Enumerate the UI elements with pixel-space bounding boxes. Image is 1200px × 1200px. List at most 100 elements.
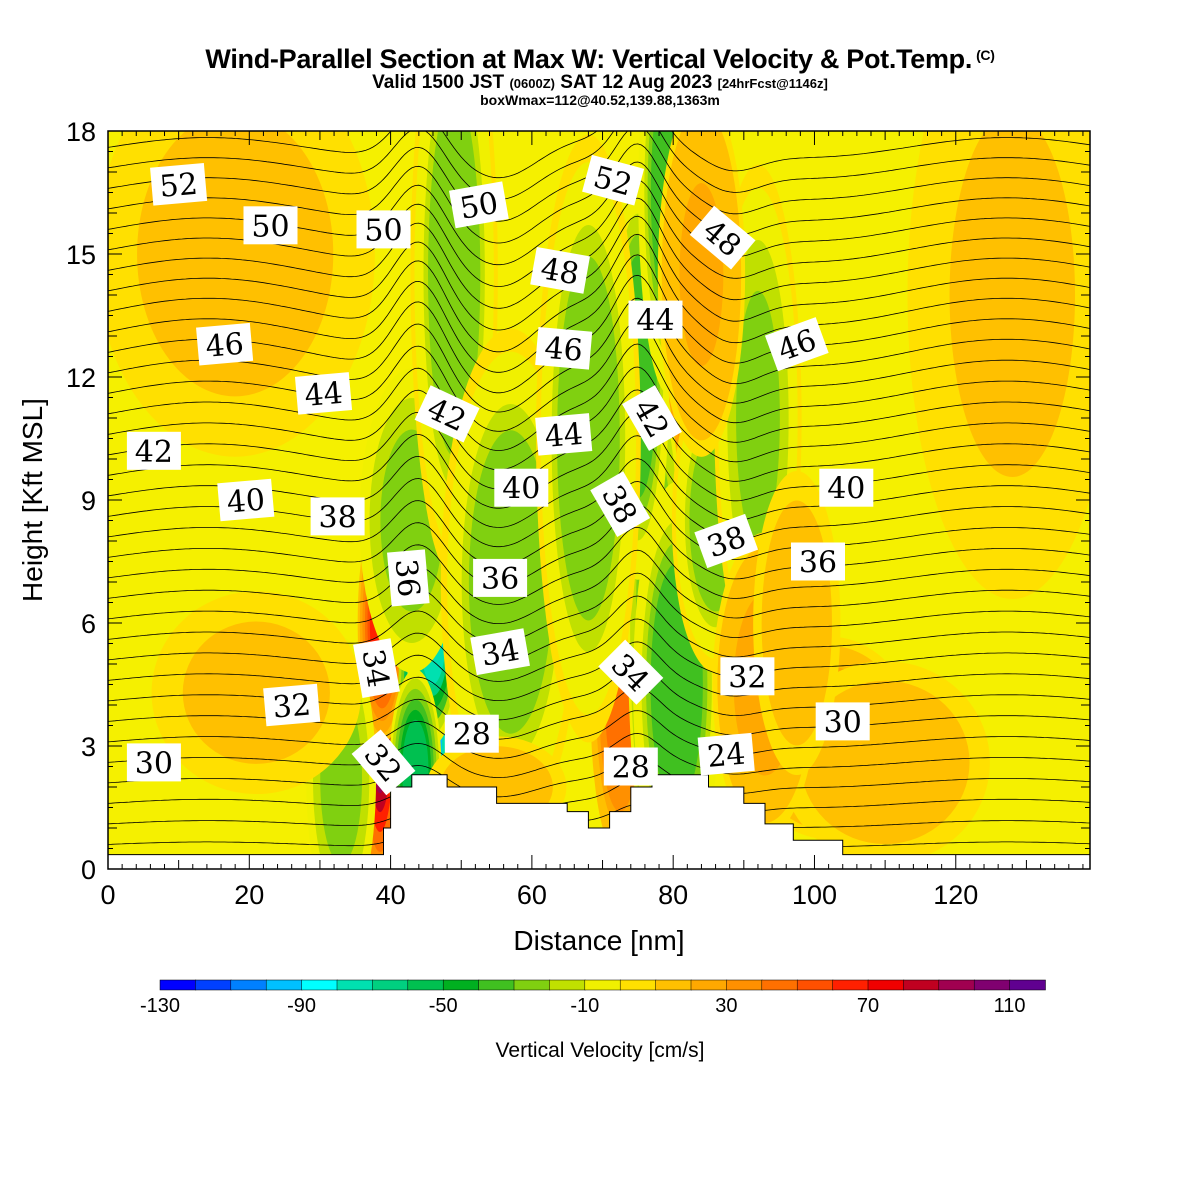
isentrope-label-text: 44 [543, 417, 584, 455]
isentrope-line [108, 297, 1090, 413]
isentrope-label-text: 30 [135, 746, 173, 781]
isentrope-label-box [310, 497, 365, 536]
isentrope-label-box [356, 210, 411, 249]
isentrope-label-box [689, 205, 756, 270]
isentrope-label-box [217, 478, 275, 522]
isentrope-label-box [387, 549, 430, 607]
isentrope-line [108, 215, 1090, 331]
colorbar-swatch [230, 979, 267, 991]
isentrope-line [108, 755, 1090, 798]
isentrope-line [108, 733, 1090, 778]
x-tick-label: 20 [234, 880, 264, 910]
colorbar-swatch [832, 979, 869, 991]
colorbar-tick-label: -90 [287, 995, 316, 1017]
isentrope-label: 24 [697, 732, 755, 776]
isentrope-label: 44 [294, 372, 353, 415]
isentrope-label: 52 [582, 154, 645, 206]
colorbar-swatch [1009, 979, 1046, 991]
colorbar-tick-label: -130 [140, 995, 180, 1017]
colorbar-tick-label: 110 [994, 995, 1026, 1017]
isentrope-label: 36 [473, 558, 528, 597]
colorbar-swatch [938, 979, 975, 991]
isentrope-label: 28 [444, 714, 499, 753]
isentrope-label-text: 52 [158, 167, 199, 205]
isentrope-label-box [530, 247, 590, 294]
isentrope-line [108, 481, 1090, 567]
isentrope-label-text: 46 [204, 327, 245, 365]
isentrope-line [108, 778, 1090, 817]
isentrope-label-box [414, 385, 480, 443]
x-tick-label: 120 [933, 880, 978, 910]
colorbar-swatch [478, 979, 515, 991]
colorbar-swatch [690, 979, 728, 991]
isentrope-line [108, 274, 1090, 394]
y-tick-label: 6 [81, 609, 96, 639]
isentrope-label-box [694, 513, 759, 569]
isentrope-label-box [815, 702, 870, 741]
isentrope-label-box [470, 628, 530, 676]
isentrope-label-text: 44 [303, 376, 344, 414]
colorbar-swatch [973, 979, 1011, 991]
isentrope-label-box [622, 385, 682, 451]
isentrope-label: 34 [353, 638, 400, 698]
isentrope-label-text: 48 [538, 251, 582, 292]
isentrope-line [108, 412, 1090, 509]
isentrope-label-box [603, 747, 658, 786]
y-tick-label: 3 [81, 732, 96, 762]
isentrope-label-text: 24 [706, 737, 747, 775]
isentrope-label-text: 38 [319, 500, 357, 535]
colorbar-tick-label: 70 [857, 995, 879, 1017]
velocity-cell [657, 131, 746, 457]
valid-date: SAT 12 Aug 2023 [560, 72, 713, 93]
isentrope-line [108, 254, 1090, 373]
isentrope-label: 30 [815, 702, 870, 741]
isentrope-label-box [243, 206, 298, 245]
isentrope-label: 48 [530, 247, 590, 294]
colorbar-swatch [159, 979, 197, 991]
x-tick-label: 40 [376, 880, 406, 910]
x-tick-label: 60 [517, 880, 547, 910]
isentrope-label: 40 [494, 468, 549, 507]
y-tick-label: 9 [81, 486, 96, 516]
isentrope-line [108, 710, 1090, 759]
colorbar-swatch [584, 979, 621, 991]
isentrope-label-box [126, 431, 181, 470]
isentrope-line [108, 131, 1090, 200]
isentrope-label: 40 [819, 468, 874, 507]
isentrope-label-box [126, 743, 181, 782]
y-tick-label: 15 [66, 240, 96, 270]
isentrope-line [108, 366, 1090, 471]
utc-time: (0600Z) [509, 76, 555, 91]
x-axis-label: Distance [nm] [513, 925, 684, 956]
y-tick-label: 0 [81, 855, 96, 885]
isentrope-label: 44 [628, 300, 683, 339]
velocity-shade [774, 546, 819, 700]
chart-title-text: Wind-Parallel Section at Max W: Vertical… [205, 44, 973, 74]
isentrope-label-box [449, 181, 509, 229]
colorbar-swatch [265, 979, 303, 991]
isentrope-label: 46 [764, 317, 829, 372]
isentrope-label: 52 [150, 163, 208, 206]
isentrope-label-text: 40 [827, 472, 865, 507]
valid-time: Valid 1500 JST [372, 72, 505, 93]
isentrope-line [108, 131, 1090, 179]
x-tick-label: 80 [658, 880, 688, 910]
isentrope-label-text: 32 [728, 660, 766, 695]
isentrope-line [108, 641, 1090, 701]
colorbar-swatch [301, 979, 338, 991]
colorbar-tick-label: -50 [429, 995, 458, 1017]
x-tick-label: 0 [100, 880, 115, 910]
isentrope-label-box [720, 657, 775, 696]
isentrope-label: 46 [196, 322, 254, 366]
colorbar-swatch [619, 979, 657, 991]
isentrope-label-text: 28 [612, 751, 650, 786]
isentrope-label: 50 [243, 206, 298, 245]
isentrope-line [108, 320, 1090, 432]
chart-subtitle: Valid 1500 JST (0600Z) SAT 12 Aug 2023 [… [0, 72, 1200, 94]
isentrope-label-box [764, 317, 829, 372]
y-tick-label: 18 [66, 117, 96, 147]
y-axis-label: Height [Kft MSL] [17, 398, 48, 602]
isentrope-line [108, 233, 1090, 353]
isentrope-label: 32 [263, 683, 321, 727]
